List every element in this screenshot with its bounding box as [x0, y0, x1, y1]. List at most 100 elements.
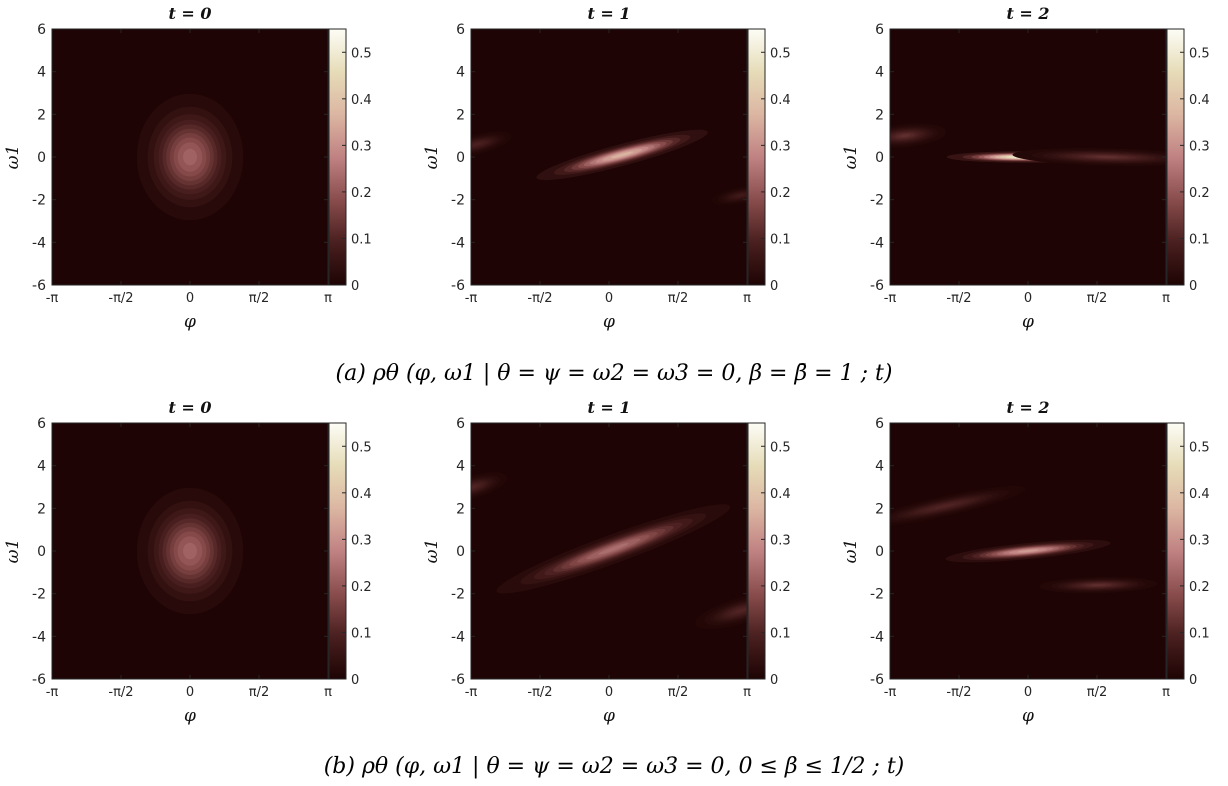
- density-blob: [471, 131, 512, 158]
- density-blob: [136, 93, 244, 221]
- y-tick-label: 4: [875, 459, 884, 475]
- colorbar-tick-label: 0: [770, 279, 778, 294]
- y-axis-label: ω1: [3, 145, 23, 170]
- colorbar-tick-label: 0.3: [1189, 533, 1210, 548]
- x-tick-label: 0: [1024, 291, 1032, 306]
- density-contour: [183, 148, 197, 166]
- x-tick-label: 0: [186, 685, 194, 700]
- colorbar: [747, 422, 766, 680]
- density-contour: [736, 194, 745, 197]
- x-tick-label: 0: [186, 291, 194, 306]
- y-tick-label: -6: [32, 672, 46, 688]
- colorbar-tick-label: 0.4: [770, 487, 791, 502]
- x-tick-label: π: [1162, 291, 1170, 306]
- colorbar-tick-label: 0.3: [351, 139, 372, 154]
- density-blob: [890, 485, 1026, 527]
- x-tick-label: -π/2: [946, 291, 971, 306]
- y-tick-label: 0: [456, 150, 465, 166]
- y-tick-label: 2: [37, 501, 46, 517]
- y-tick-label: 2: [875, 107, 884, 123]
- y-tick-label: -2: [32, 193, 46, 209]
- y-axis-label: ω1: [422, 145, 442, 170]
- y-tick-label: -2: [870, 587, 884, 603]
- colorbar-tick-label: 0.2: [1189, 186, 1210, 201]
- y-tick-label: -6: [451, 278, 465, 294]
- y-tick-label: -4: [870, 235, 884, 251]
- colorbar-tick-label: 0.5: [770, 46, 791, 61]
- y-tick-label: 0: [456, 544, 465, 560]
- y-tick-label: 4: [875, 65, 884, 81]
- colorbar-tick-label: 0.4: [351, 487, 372, 502]
- y-tick-label: 2: [456, 501, 465, 517]
- density-contour: [1017, 549, 1039, 553]
- colorbar-tick-label: 0.5: [351, 46, 372, 61]
- y-tick-label: -6: [870, 278, 884, 294]
- y-axis-label: ω1: [841, 145, 861, 170]
- colorbar-tick-label: 0.2: [1189, 580, 1210, 595]
- heatmap-panel-a-3: -π -π/2 0 π/2 π -6 -4 -2 0 2 4 6 t = 2 φ ω1 0 0.1 0.2 0.3 0…: [841, 4, 1210, 332]
- y-tick-label: 4: [456, 65, 465, 81]
- y-tick-label: 4: [456, 459, 465, 475]
- y-tick-label: 0: [875, 150, 884, 166]
- caption-a: (a) ρθ (φ, ω1 | θ = ψ = ω2 = ω3 = 0, β =…: [336, 361, 893, 386]
- x-axis-label: φ: [184, 312, 196, 332]
- colorbar-tick-label: 0.3: [1189, 139, 1210, 154]
- panel-title: t = 0: [168, 398, 211, 417]
- heatmap-panel-b-3: -π -π/2 0 π/2 π -6 -4 -2 0 2 4 6 t = 2 φ ω1 0 0.1 0.2 0.3 0…: [841, 398, 1210, 726]
- y-tick-label: 6: [456, 22, 465, 38]
- colorbar-tick-label: 0.4: [770, 93, 791, 108]
- x-axis-label: φ: [1022, 312, 1034, 332]
- colorbar-tick-label: 0.1: [770, 626, 791, 641]
- y-tick-label: -4: [451, 235, 465, 251]
- y-tick-label: 6: [37, 416, 46, 432]
- colorbar-tick-label: 0.5: [351, 440, 372, 455]
- x-tick-label: -π/2: [946, 685, 971, 700]
- x-tick-label: -π: [465, 291, 478, 306]
- colorbar-tick-label: 0: [351, 279, 359, 294]
- density-contour: [899, 134, 911, 138]
- colorbar-tick-label: 0: [1189, 673, 1197, 688]
- density-blob: [471, 472, 508, 502]
- density-contour: [933, 503, 956, 509]
- panels-layer: -π -π/2 0 π/2 π -6 -4 -2 0 2 4 6 t = 0 φ ω1 0 0.1 0.2 0.3 0…: [3, 4, 1210, 726]
- heatmap-panel-b-2: -π -π/2 0 π/2 π -6 -4 -2 0 2 4 6 t = 1 φ ω1 0 0.1 0.2 0.3 0…: [422, 398, 791, 726]
- y-tick-label: 2: [37, 107, 46, 123]
- y-tick-label: 0: [37, 150, 46, 166]
- y-axis-label: ω1: [422, 539, 442, 564]
- x-tick-label: π: [743, 685, 751, 700]
- density-blob: [890, 123, 947, 148]
- y-tick-label: -2: [870, 193, 884, 209]
- x-tick-label: π/2: [249, 291, 269, 306]
- x-tick-label: π/2: [1087, 685, 1107, 700]
- colorbar-tick-label: 0: [1189, 279, 1197, 294]
- y-tick-label: 4: [37, 65, 46, 81]
- y-tick-label: -2: [451, 587, 465, 603]
- y-tick-label: 6: [456, 416, 465, 432]
- colorbar-tick-label: 0: [351, 673, 359, 688]
- x-tick-label: -π: [465, 685, 478, 700]
- y-tick-label: 4: [37, 459, 46, 475]
- colorbar-tick-label: 0.2: [351, 186, 372, 201]
- colorbar-tick-label: 0.1: [1189, 626, 1210, 641]
- caption-b: (b) ρθ (φ, ω1 | θ = ψ = ω2 = ω3 = 0, 0 ≤…: [324, 754, 905, 779]
- y-tick-label: -2: [32, 587, 46, 603]
- colorbar-tick-label: 0.3: [770, 533, 791, 548]
- colorbar: [328, 28, 347, 286]
- y-tick-label: 6: [37, 22, 46, 38]
- y-tick-label: 6: [875, 416, 884, 432]
- colorbar: [328, 422, 347, 680]
- colorbar-tick-label: 0.4: [351, 93, 372, 108]
- panel-title: t = 0: [168, 4, 211, 23]
- colorbar-tick-label: 0.4: [1189, 93, 1210, 108]
- colorbar-tick-label: 0.5: [770, 440, 791, 455]
- x-tick-label: 0: [605, 685, 613, 700]
- density-contour: [734, 608, 747, 614]
- x-tick-label: -π/2: [108, 291, 133, 306]
- density-blob: [695, 592, 747, 629]
- colorbar-tick-label: 0.3: [351, 533, 372, 548]
- x-tick-label: -π: [46, 685, 59, 700]
- colorbar-tick-label: 0.5: [1189, 440, 1210, 455]
- x-tick-label: -π: [884, 291, 897, 306]
- y-tick-label: -6: [451, 672, 465, 688]
